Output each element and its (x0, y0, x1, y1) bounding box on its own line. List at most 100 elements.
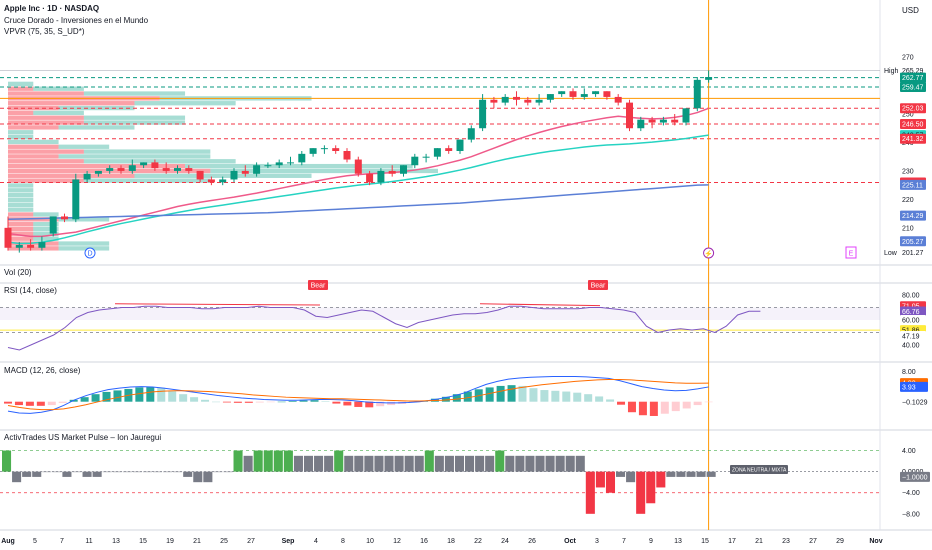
macd-histogram-bar (244, 401, 253, 403)
pulse-bar (585, 471, 595, 514)
candle-body (671, 119, 679, 123)
candle-body (705, 77, 713, 80)
candle-body (626, 102, 633, 129)
macd-histogram-bar (135, 387, 144, 402)
volume-pane-title[interactable]: Vol (20) (4, 268, 32, 277)
macd-pane-title[interactable]: MACD (12, 26, close) (4, 366, 81, 375)
currency-label[interactable]: USD (902, 6, 919, 15)
macd-histogram-bar (660, 401, 669, 414)
x-tick-label: 10 (366, 538, 374, 545)
candle-body (456, 139, 464, 151)
x-tick-label: 5 (33, 538, 37, 545)
macd-histogram-bar (36, 401, 45, 406)
x-tick-label: 11 (85, 538, 92, 545)
candle-body (196, 170, 204, 180)
vpvr-down-bar (8, 91, 84, 96)
vpvr-up-bar (58, 241, 110, 246)
vpvr-up-bar (83, 178, 211, 183)
vpvr-up-bar (8, 192, 34, 198)
macd-histogram-bar (562, 391, 571, 402)
pulse-bar (72, 471, 82, 473)
indicator-vpvr-title[interactable]: VPVR (75, 35, S_UD*) (4, 27, 85, 36)
candle-body (513, 96, 520, 100)
pulse-bar (52, 471, 62, 473)
vpvr-down-bar (8, 105, 59, 111)
candle-body (309, 148, 317, 154)
pulse-bar (92, 471, 102, 477)
price-label-text: 262.77 (902, 75, 924, 82)
rsi-band (0, 307, 880, 320)
candle-body (558, 91, 566, 95)
candle-body (49, 216, 57, 234)
candle-body (377, 170, 385, 183)
pulse-pane-title[interactable]: ActivTrades US Market Pulse – Ion Jaureg… (4, 433, 162, 442)
candle-body (287, 162, 294, 164)
pulse-bar (344, 455, 354, 472)
macd-histogram-bar (584, 394, 593, 402)
price-label-box (900, 179, 926, 190)
vpvr-up-bar (8, 130, 34, 135)
price-label-box (900, 236, 926, 247)
zone-label-box (730, 465, 788, 475)
pulse-bar (152, 471, 163, 473)
vpvr-up-bar (8, 202, 34, 207)
macd-histogram-bar (496, 385, 505, 402)
price-label-box (900, 247, 926, 258)
event-flash-glyph: ⚡ (704, 249, 713, 258)
indicator-golden-cross-title[interactable]: Cruce Dorado - Inversiones en el Mundo (4, 16, 149, 25)
candle-body (648, 119, 656, 123)
rsi-pane-title[interactable]: RSI (14, close) (4, 286, 57, 295)
vpvr-up-bar (33, 236, 59, 241)
macd-histogram-bar (211, 401, 220, 403)
candle-body (128, 165, 136, 171)
pulse-bar (626, 471, 636, 483)
macd-histogram-bar (91, 394, 100, 402)
x-tick-label: 22 (474, 538, 482, 545)
candle-body (174, 168, 181, 171)
candle-body (343, 151, 351, 160)
vpvr-up-bar (134, 101, 236, 106)
vpvr-down-bar (8, 144, 59, 149)
macd-label-text: 8.00 (902, 369, 916, 376)
rsi-label-box (900, 290, 926, 300)
macd-histogram-bar (540, 390, 549, 402)
rsi-label-box (900, 340, 926, 350)
candle-body (219, 179, 227, 183)
macd-histogram-bar (190, 397, 199, 402)
macd-label-text: −0.1029 (902, 400, 928, 407)
macd-histogram-bar (452, 394, 461, 402)
pulse-bar (173, 471, 183, 473)
macd-histogram-bar (255, 401, 264, 403)
macd-line (7, 376, 709, 414)
price-label-box (900, 72, 926, 83)
pulse-bar (293, 455, 303, 472)
macd-histogram-bar (299, 400, 308, 402)
vpvr-up-bar (58, 217, 110, 222)
x-tick-label: 29 (836, 538, 844, 545)
vpvr-down-bar (8, 125, 59, 130)
symbol-title[interactable]: Apple Inc · 1D · NASDAQ (4, 4, 100, 13)
x-tick-label: 18 (447, 538, 455, 545)
pulse-label-box (900, 508, 930, 519)
candle-body (411, 156, 419, 166)
vpvr-up-bar (33, 222, 59, 227)
candle-body (433, 148, 441, 157)
y-tick-label: 220 (902, 197, 914, 204)
macd-histogram-bar (551, 390, 560, 402)
vpvr-up-bar (58, 144, 110, 149)
vpvr-down-bar (8, 168, 211, 174)
pulse-bar (2, 450, 12, 472)
vpvr-up-bar (8, 197, 34, 203)
macd-label-text: 3.93 (902, 384, 916, 391)
x-tick-label: 21 (193, 538, 201, 545)
macd-histogram-bar (14, 401, 23, 406)
pulse-bar (223, 471, 233, 473)
pulse-bar (283, 450, 293, 472)
price-label-text: 205.27 (902, 239, 924, 246)
zone-label-text: ZONA NEUTRA / MIXTA (732, 468, 787, 474)
macd-histogram-bar (288, 400, 297, 402)
macd-histogram-bar (365, 401, 374, 408)
candle-body (275, 162, 283, 166)
macd-histogram-bar (146, 387, 155, 402)
candle-body (15, 244, 23, 248)
